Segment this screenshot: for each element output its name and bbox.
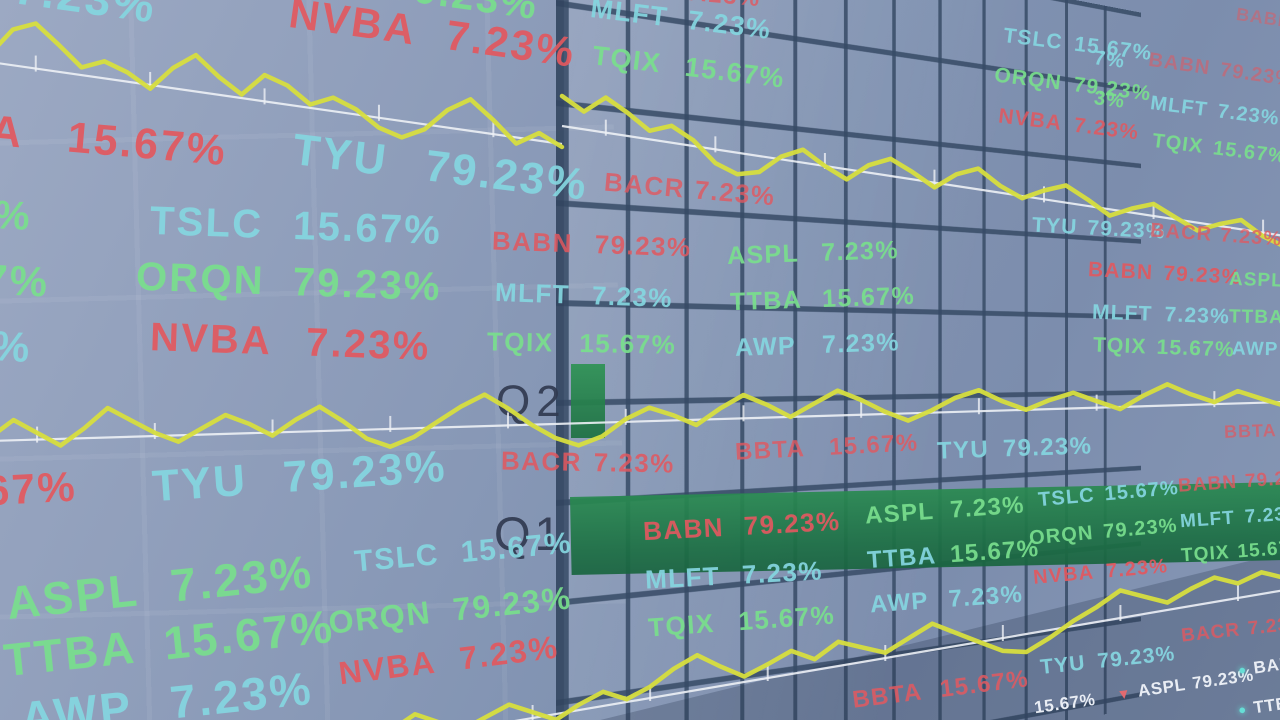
dot-icon: ● <box>1237 701 1248 718</box>
sparkline-top-left-index <box>0 21 565 150</box>
sparkline-top-right-index <box>559 93 1280 247</box>
dot-icon: ● <box>1237 661 1248 678</box>
sparkline-middle-index <box>0 382 1280 449</box>
mini-ticker-symbol: ASPL <box>1136 675 1187 701</box>
down-arrow-icon: ▼ <box>1115 684 1133 703</box>
q2-axis-label: Q2 <box>496 377 567 426</box>
q2-bar <box>571 364 605 438</box>
sparkline-bottom-index <box>402 570 1280 720</box>
mini-ticker-symbol: BAB <box>1252 653 1280 678</box>
mini-ticker-symbol: 15.67% <box>1032 689 1097 718</box>
mini-ticker-item: ● BAB <box>1237 653 1280 678</box>
q1-axis-label: Q1 <box>494 507 565 560</box>
mini-ticker-item: ● TTB <box>1237 693 1280 719</box>
mini-ticker-item: ▼ ASPL 79.23% <box>1115 665 1255 703</box>
mini-ticker-symbol: TTB <box>1252 693 1280 718</box>
mini-ticker-item: 15.67% <box>1032 689 1097 718</box>
